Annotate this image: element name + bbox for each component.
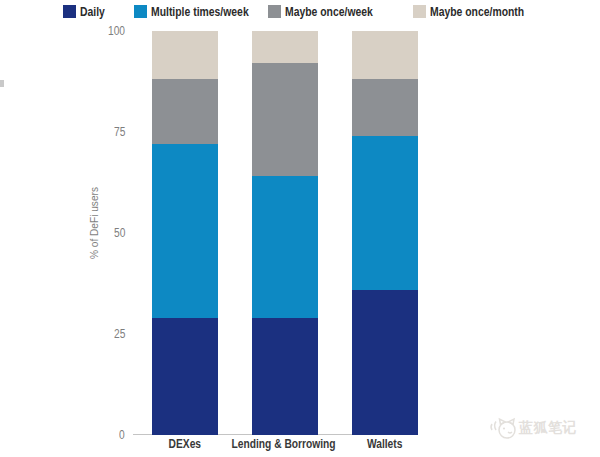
bar-segment-daily — [252, 318, 318, 435]
x-label-wallets: Wallets — [315, 438, 455, 451]
legend-swatch-maybe-once-month — [413, 5, 426, 18]
bar-segment-maybe-once-week — [352, 79, 418, 136]
bar-segment-maybe-once-month — [352, 31, 418, 79]
bar-segment-maybe-once-month — [252, 31, 318, 63]
bar-segment-multiple-times-week — [252, 176, 318, 318]
legend-swatch-daily — [63, 5, 76, 18]
chart-page: Daily Multiple times/week Maybe once/wee… — [0, 0, 600, 457]
bar-segment-multiple-times-week — [152, 144, 218, 318]
y-tick-75: 75 — [85, 126, 125, 138]
fox-icon — [489, 416, 519, 440]
watermark: 蓝狐笔记 — [489, 416, 577, 440]
legend-label: Daily — [80, 4, 105, 19]
bar-segment-maybe-once-week — [152, 79, 218, 144]
legend-label: Multiple times/week — [151, 4, 249, 19]
y-tick-25: 25 — [85, 328, 125, 340]
legend-label: Maybe once/month — [430, 4, 524, 19]
y-axis-title: % of DeFi users — [88, 187, 100, 259]
legend-item-daily: Daily — [63, 4, 111, 19]
legend-swatch-maybe-once-week — [268, 5, 281, 18]
bar-wallets — [352, 31, 418, 435]
legend-swatch-multiple-times-week — [134, 5, 147, 18]
bar-dexes — [152, 31, 218, 435]
watermark-text: 蓝狐笔记 — [519, 419, 577, 437]
bar-segment-maybe-once-month — [152, 31, 218, 79]
bar-segment-daily — [152, 318, 218, 435]
bar-lending-borrowing — [252, 31, 318, 435]
bar-segment-multiple-times-week — [352, 136, 418, 290]
legend-item-multiple-times-week: Multiple times/week — [134, 4, 273, 19]
left-edge-mark — [0, 80, 4, 87]
legend-item-maybe-once-month: Maybe once/month — [413, 4, 548, 19]
legend-label: Maybe once/week — [285, 4, 373, 19]
y-tick-100: 100 — [85, 25, 125, 37]
legend-item-maybe-once-week: Maybe once/week — [268, 4, 395, 19]
bar-segment-maybe-once-week — [252, 63, 318, 176]
bar-segment-daily — [352, 290, 418, 435]
